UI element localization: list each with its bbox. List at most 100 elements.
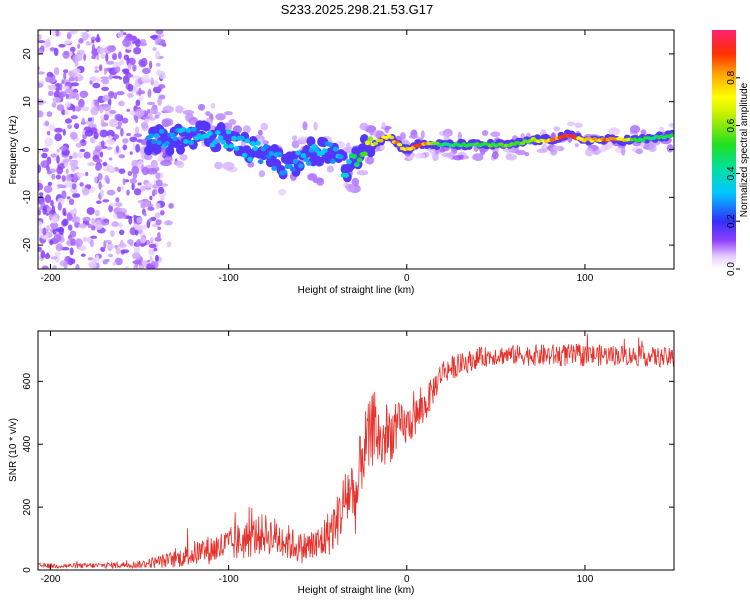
heatmap-noise-blob bbox=[61, 175, 66, 182]
heatmap-noise-blob bbox=[38, 209, 41, 216]
heatmap-halo-blob bbox=[145, 168, 158, 175]
heatmap-noise-blob bbox=[133, 263, 138, 269]
heatmap-noise-blob bbox=[82, 187, 90, 196]
heatmap-noise-blob bbox=[126, 108, 130, 112]
heatmap-halo-blob bbox=[457, 131, 462, 140]
heatmap-noise-blob bbox=[132, 260, 141, 265]
heatmap-noise-blob bbox=[159, 73, 167, 80]
heatmap-noise-blob bbox=[42, 205, 47, 215]
heatmap-noise-blob bbox=[96, 77, 101, 82]
heatmap-noise-blob bbox=[148, 248, 155, 256]
heatmap-noise-blob bbox=[91, 217, 96, 226]
heatmap-noise-blob bbox=[131, 159, 140, 169]
colorbar-ticks: 0.0 0.2 0.4 0.6 0.8 bbox=[726, 70, 740, 276]
heatmap-noise-blob bbox=[136, 217, 143, 224]
heatmap-noise-blob bbox=[147, 89, 152, 98]
colorbar: 0.0 0.2 0.4 0.6 0.8 Normalized spectral ampl… bbox=[712, 30, 750, 276]
heatmap-noise-blob bbox=[48, 124, 56, 131]
heatmap-noise-blob bbox=[94, 145, 103, 151]
heatmap-halo-blob bbox=[420, 130, 425, 139]
heatmap-halo-blob bbox=[481, 130, 489, 136]
heatmap-noise-blob bbox=[112, 75, 121, 79]
heatmap-halo-blob bbox=[444, 130, 451, 136]
heatmap-noise-blob bbox=[42, 227, 47, 237]
heatmap-noise-blob bbox=[65, 101, 71, 108]
colorbar-gradient bbox=[712, 30, 736, 269]
heatmap-noise-blob bbox=[155, 30, 164, 35]
heatmap-noise-blob bbox=[136, 239, 142, 247]
heatmap-noise-blob bbox=[147, 218, 152, 223]
heatmap-noise-blob bbox=[54, 133, 62, 142]
heatmap-noise-blob bbox=[62, 207, 67, 216]
heatmap-noise-blob bbox=[100, 189, 104, 198]
heatmap-noise-blob bbox=[131, 166, 140, 175]
heatmap-ridge-core bbox=[276, 151, 283, 157]
heatmap-noise-blob bbox=[61, 109, 66, 116]
heatmap-noise-blob bbox=[57, 184, 64, 189]
heatmap-noise-blob bbox=[157, 84, 166, 89]
heatmap-noise-blob bbox=[149, 60, 153, 70]
heatmap-noise-blob bbox=[126, 73, 134, 78]
y-tick-label: -20 bbox=[22, 237, 33, 252]
heatmap-noise-blob bbox=[47, 181, 53, 187]
heatmap-halo-blob bbox=[359, 122, 369, 131]
heatmap-noise-blob bbox=[38, 164, 42, 174]
heatmap-ridge-core bbox=[346, 159, 352, 165]
heatmap-ridge-core bbox=[223, 143, 229, 149]
spectrogram-x-axis-label: Height of straight line (km) bbox=[298, 285, 415, 296]
heatmap-noise-blob bbox=[79, 182, 84, 187]
heatmap-halo-blob bbox=[379, 145, 385, 151]
heatmap-noise-blob bbox=[100, 115, 105, 119]
heatmap-noise-blob bbox=[85, 220, 90, 226]
heatmap-halo-blob bbox=[608, 127, 621, 136]
heatmap-noise-blob bbox=[67, 224, 73, 231]
heatmap-noise-blob bbox=[132, 64, 137, 72]
heatmap-noise-blob bbox=[149, 195, 153, 201]
heatmap-ridge-core bbox=[373, 141, 379, 146]
heatmap-halo-blob bbox=[452, 155, 464, 161]
heatmap-noise-blob bbox=[51, 173, 56, 180]
heatmap-noise-blob bbox=[83, 236, 87, 243]
heatmap-noise-blob bbox=[106, 189, 116, 196]
heatmap-halo-blob bbox=[298, 136, 309, 141]
heatmap-noise-blob bbox=[70, 82, 80, 87]
heatmap-halo-blob bbox=[345, 142, 351, 151]
heatmap-halo-blob bbox=[182, 109, 194, 115]
heatmap-noise-blob bbox=[70, 115, 79, 120]
heatmap-noise-blob bbox=[131, 75, 141, 79]
heatmap-noise-blob bbox=[131, 182, 135, 191]
heatmap-ridge-core bbox=[239, 135, 245, 141]
heatmap-noise-blob bbox=[65, 93, 70, 100]
heatmap-noise-blob bbox=[98, 64, 103, 72]
heatmap-ridge-core bbox=[570, 134, 576, 138]
heatmap-noise-blob bbox=[38, 71, 45, 75]
heatmap-halo-blob bbox=[574, 122, 583, 128]
heatmap-noise-blob bbox=[108, 118, 118, 128]
heatmap-noise-blob bbox=[70, 258, 76, 264]
heatmap-noise-blob bbox=[115, 145, 120, 153]
heatmap-noise-blob bbox=[108, 166, 114, 173]
snr-frame bbox=[37, 330, 675, 571]
heatmap-noise-blob bbox=[111, 221, 119, 228]
x-tick-label: -200 bbox=[40, 574, 60, 585]
heatmap-noise-blob bbox=[71, 183, 77, 190]
heatmap-halo-blob bbox=[240, 140, 246, 147]
heatmap-noise-blob bbox=[102, 103, 111, 111]
snr-x-ticks: -200 -100 0 100 bbox=[40, 331, 594, 585]
heatmap-noise-blob bbox=[132, 142, 136, 151]
heatmap-halo-blob bbox=[567, 121, 576, 127]
colorbar-tick-label: 0.6 bbox=[726, 118, 737, 132]
heatmap-ridge-core bbox=[338, 154, 344, 160]
heatmap-noise-blob bbox=[153, 80, 160, 88]
heatmap-noise-blob bbox=[55, 30, 60, 37]
x-tick-label: 0 bbox=[404, 273, 410, 284]
heatmap-noise-blob bbox=[62, 50, 70, 60]
heatmap-halo-blob bbox=[312, 177, 324, 184]
heatmap-noise-blob bbox=[107, 243, 114, 250]
heatmap-noise-blob bbox=[50, 200, 54, 207]
heatmap-halo-blob bbox=[491, 151, 499, 160]
heatmap-noise-blob bbox=[142, 260, 148, 268]
x-tick-label: -100 bbox=[219, 574, 239, 585]
heatmap-noise-blob bbox=[140, 236, 147, 244]
